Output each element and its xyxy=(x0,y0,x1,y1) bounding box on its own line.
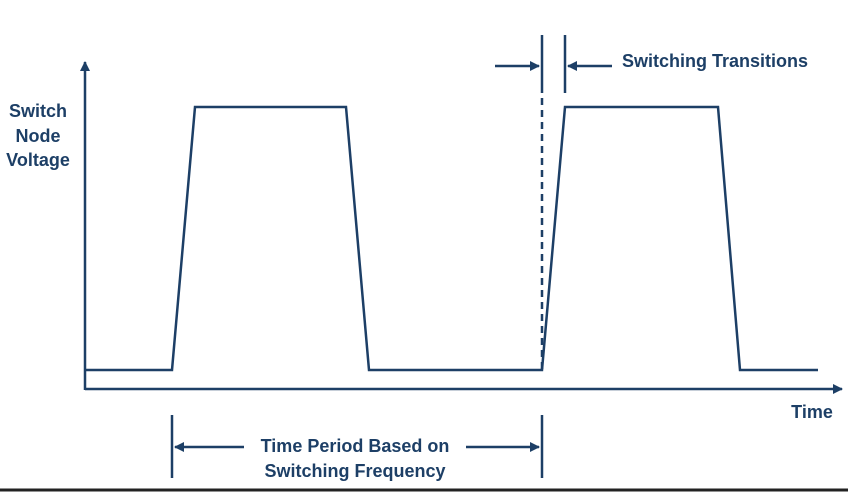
waveform xyxy=(85,105,818,372)
period-label: Time Period Based on xyxy=(261,436,450,456)
x-axis-label: Time xyxy=(791,402,833,422)
period-label: Switching Frequency xyxy=(264,461,445,481)
y-axis-label: Node xyxy=(16,126,61,146)
y-axis-label: Switch xyxy=(9,101,67,121)
transition-label: Switching Transitions xyxy=(622,51,808,71)
y-axis-label: Voltage xyxy=(6,150,70,170)
